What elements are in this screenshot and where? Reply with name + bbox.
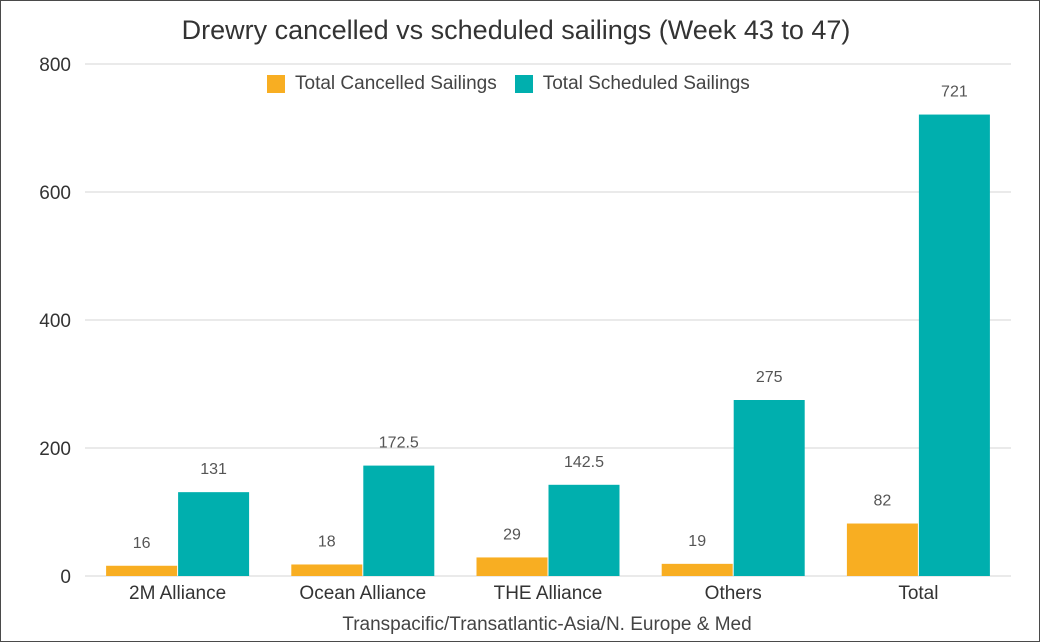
data-label: 18: [318, 533, 336, 550]
legend-item-scheduled: Total Scheduled Sailings: [514, 73, 750, 95]
y-tick-label: 800: [39, 55, 71, 76]
x-tick-label: 2M Alliance: [129, 583, 226, 604]
bar-scheduled: [548, 484, 620, 576]
bar-cancelled: [476, 557, 548, 576]
legend-label-scheduled: Total Scheduled Sailings: [542, 73, 750, 94]
bar-cancelled: [106, 565, 178, 576]
data-label: 131: [200, 461, 227, 478]
data-label: 19: [688, 533, 706, 550]
data-label: 172.5: [379, 435, 419, 452]
legend-swatch-scheduled: [514, 75, 533, 93]
y-tick-label: 0: [60, 567, 71, 588]
bar-scheduled: [918, 114, 990, 576]
chart-title: Drewry cancelled vs scheduled sailings (…: [181, 15, 851, 45]
data-label: 142.5: [564, 454, 604, 471]
legend-swatch-cancelled: [267, 75, 285, 93]
y-tick-label: 200: [39, 439, 71, 460]
label-layer: 0 200 400 600 800 16 131 2M Alliance 18 172.5 Ocea…: [39, 55, 968, 604]
legend-item-cancelled: Total Cancelled Sailings: [267, 73, 497, 95]
x-tick-label: Ocean Alliance: [299, 583, 426, 604]
x-tick-label: THE Alliance: [494, 583, 603, 604]
bar-layer: [106, 114, 990, 576]
data-label: 16: [133, 535, 151, 552]
data-label: 275: [756, 369, 783, 386]
bar-scheduled: [178, 492, 250, 576]
bar-cancelled: [661, 563, 733, 576]
bar-cancelled: [846, 523, 918, 576]
x-tick-label: Others: [705, 583, 762, 604]
data-label: 721: [941, 84, 968, 101]
bar-scheduled: [363, 465, 435, 576]
data-label: 29: [503, 526, 521, 543]
y-tick-label: 400: [39, 311, 71, 332]
chart-legend: Total Cancelled Sailings Total Scheduled…: [267, 73, 768, 95]
bar-cancelled: [291, 564, 363, 576]
bar-scheduled: [733, 400, 805, 576]
y-tick-label: 600: [39, 183, 71, 204]
data-label: 82: [874, 493, 892, 510]
x-axis-title: Transpacific/Transatlantic-Asia/N. Europ…: [342, 614, 751, 635]
x-tick-label: Total: [898, 583, 938, 604]
legend-label-cancelled: Total Cancelled Sailings: [295, 73, 497, 94]
